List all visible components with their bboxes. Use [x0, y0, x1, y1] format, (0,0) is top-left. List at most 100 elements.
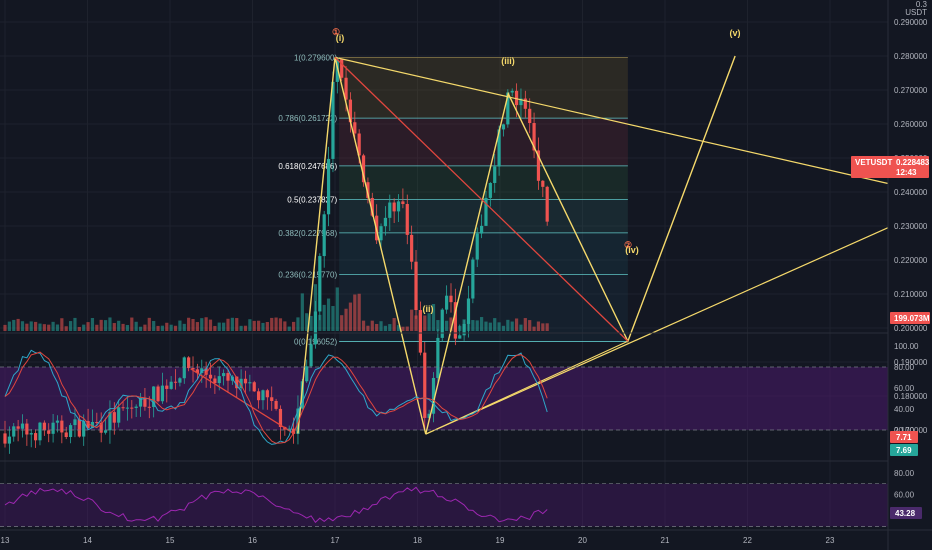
volume-bar: [318, 314, 322, 331]
fib-zone: [339, 57, 628, 119]
candle-body: [497, 129, 501, 167]
candle-body: [536, 150, 541, 181]
price-tick-label: 0.190000: [894, 358, 928, 367]
candle-body: [436, 337, 440, 378]
wave-label-iii: (iii): [501, 56, 515, 66]
candle-body: [152, 386, 156, 407]
volume-bar: [248, 319, 252, 331]
candle-body: [173, 381, 178, 383]
price-tick-label: 0.230000: [894, 222, 928, 231]
candle-body: [12, 426, 16, 437]
volume-bar: [95, 324, 99, 331]
candle-body: [458, 335, 462, 339]
volume-bar: [532, 326, 536, 331]
volume-bar: [431, 303, 436, 331]
stochastic-indicator[interactable]: [0, 349, 888, 445]
volume-bar: [204, 317, 208, 331]
candle-body: [287, 428, 291, 430]
candle-body: [169, 381, 173, 389]
rsi-tick-label: 80.00: [894, 469, 915, 478]
volume-bar: [147, 317, 151, 331]
volume-bar: [541, 323, 545, 331]
volume-bar: [99, 319, 103, 331]
volume-bar: [64, 326, 68, 331]
volume-bar: [261, 322, 265, 331]
price-tick-label: 0.240000: [894, 188, 928, 197]
candle-body: [195, 369, 199, 373]
time-tick-label: 17: [331, 536, 340, 545]
price-tick-label: 0.200000: [894, 324, 928, 333]
volume-bar: [243, 325, 248, 331]
fib-level-label: 0.5(0.237827): [287, 195, 337, 204]
candle-body: [545, 186, 549, 222]
volume-bar: [226, 318, 230, 331]
volume-bar: [488, 322, 492, 331]
candle-body: [541, 180, 545, 187]
candle-body: [235, 376, 239, 389]
rsi-tag-value: 43.28: [895, 509, 916, 518]
candle-body: [388, 202, 392, 218]
fib-zone: [339, 199, 628, 233]
candle-body: [427, 413, 431, 418]
time-tick-label: 22: [743, 536, 752, 545]
fib-zone: [339, 118, 628, 166]
time-axis[interactable]: 13 14 15 16 17 18 19 20 21 22 23: [1, 536, 835, 545]
volume-bar: [296, 317, 300, 331]
fib-level-label: 0.382(0.227968): [278, 229, 337, 238]
candle-body: [73, 419, 77, 426]
rsi-line: [4, 486, 548, 524]
price-tick-label: 0.270000: [894, 86, 928, 95]
volume-bar: [506, 319, 510, 331]
candle-body: [528, 108, 532, 124]
candle-body: [366, 182, 370, 198]
volume-bar: [510, 321, 514, 331]
candle-body: [313, 311, 318, 345]
candle-body: [484, 197, 488, 226]
candle-body: [396, 201, 401, 212]
candle-body: [108, 412, 112, 431]
candle-body: [291, 428, 296, 434]
candle-body: [68, 425, 73, 438]
candle-body: [331, 81, 335, 159]
volume-bar: [480, 317, 484, 331]
volume-bar: [300, 293, 304, 331]
candlesticks[interactable]: [3, 57, 549, 454]
candle-body: [418, 310, 422, 353]
volume-bar: [165, 322, 169, 331]
candle-body: [239, 378, 243, 389]
volume-bar: [528, 320, 532, 331]
volume-bar: [7, 321, 11, 331]
candle-body: [95, 421, 99, 423]
volume-bar: [77, 326, 81, 331]
fibonacci-retracement[interactable]: 1(0.279600) 0.786(0.261722) 0.618(0.247686…: [278, 53, 628, 346]
volume-bar: [370, 320, 374, 331]
price-tick-label: 0.170000: [894, 426, 928, 435]
time-tick-label: 23: [826, 536, 835, 545]
volume-bar: [291, 321, 296, 331]
stoch-d-tag: 7.69: [890, 444, 918, 456]
rsi-axis[interactable]: 80.00 60.00: [894, 469, 915, 499]
volume-bar: [436, 320, 440, 331]
rsi-indicator[interactable]: [0, 483, 888, 527]
candle-body: [309, 344, 313, 367]
candle-body: [270, 397, 274, 401]
wave-label-iv: (iv): [625, 245, 639, 255]
candle-body: [226, 373, 230, 381]
wave-label-i: (i): [336, 33, 345, 43]
volume-bar: [427, 313, 431, 331]
candle-body: [274, 400, 278, 409]
candle-body: [165, 385, 169, 389]
volume-bar: [278, 318, 283, 331]
candle-body: [117, 407, 121, 423]
volume-bar: [230, 317, 234, 331]
elliott-wave-drawing[interactable]: [190, 55, 889, 435]
stoch-axis[interactable]: 100.00 80.00 60.00 40.00 20.00: [894, 342, 919, 435]
candle-body: [82, 421, 86, 437]
volume-bar: [20, 321, 25, 331]
candle-body: [99, 422, 103, 433]
stoch-tick-label: 60.00: [894, 384, 915, 393]
rsi-band: [0, 483, 888, 527]
volume-bar: [213, 325, 217, 331]
